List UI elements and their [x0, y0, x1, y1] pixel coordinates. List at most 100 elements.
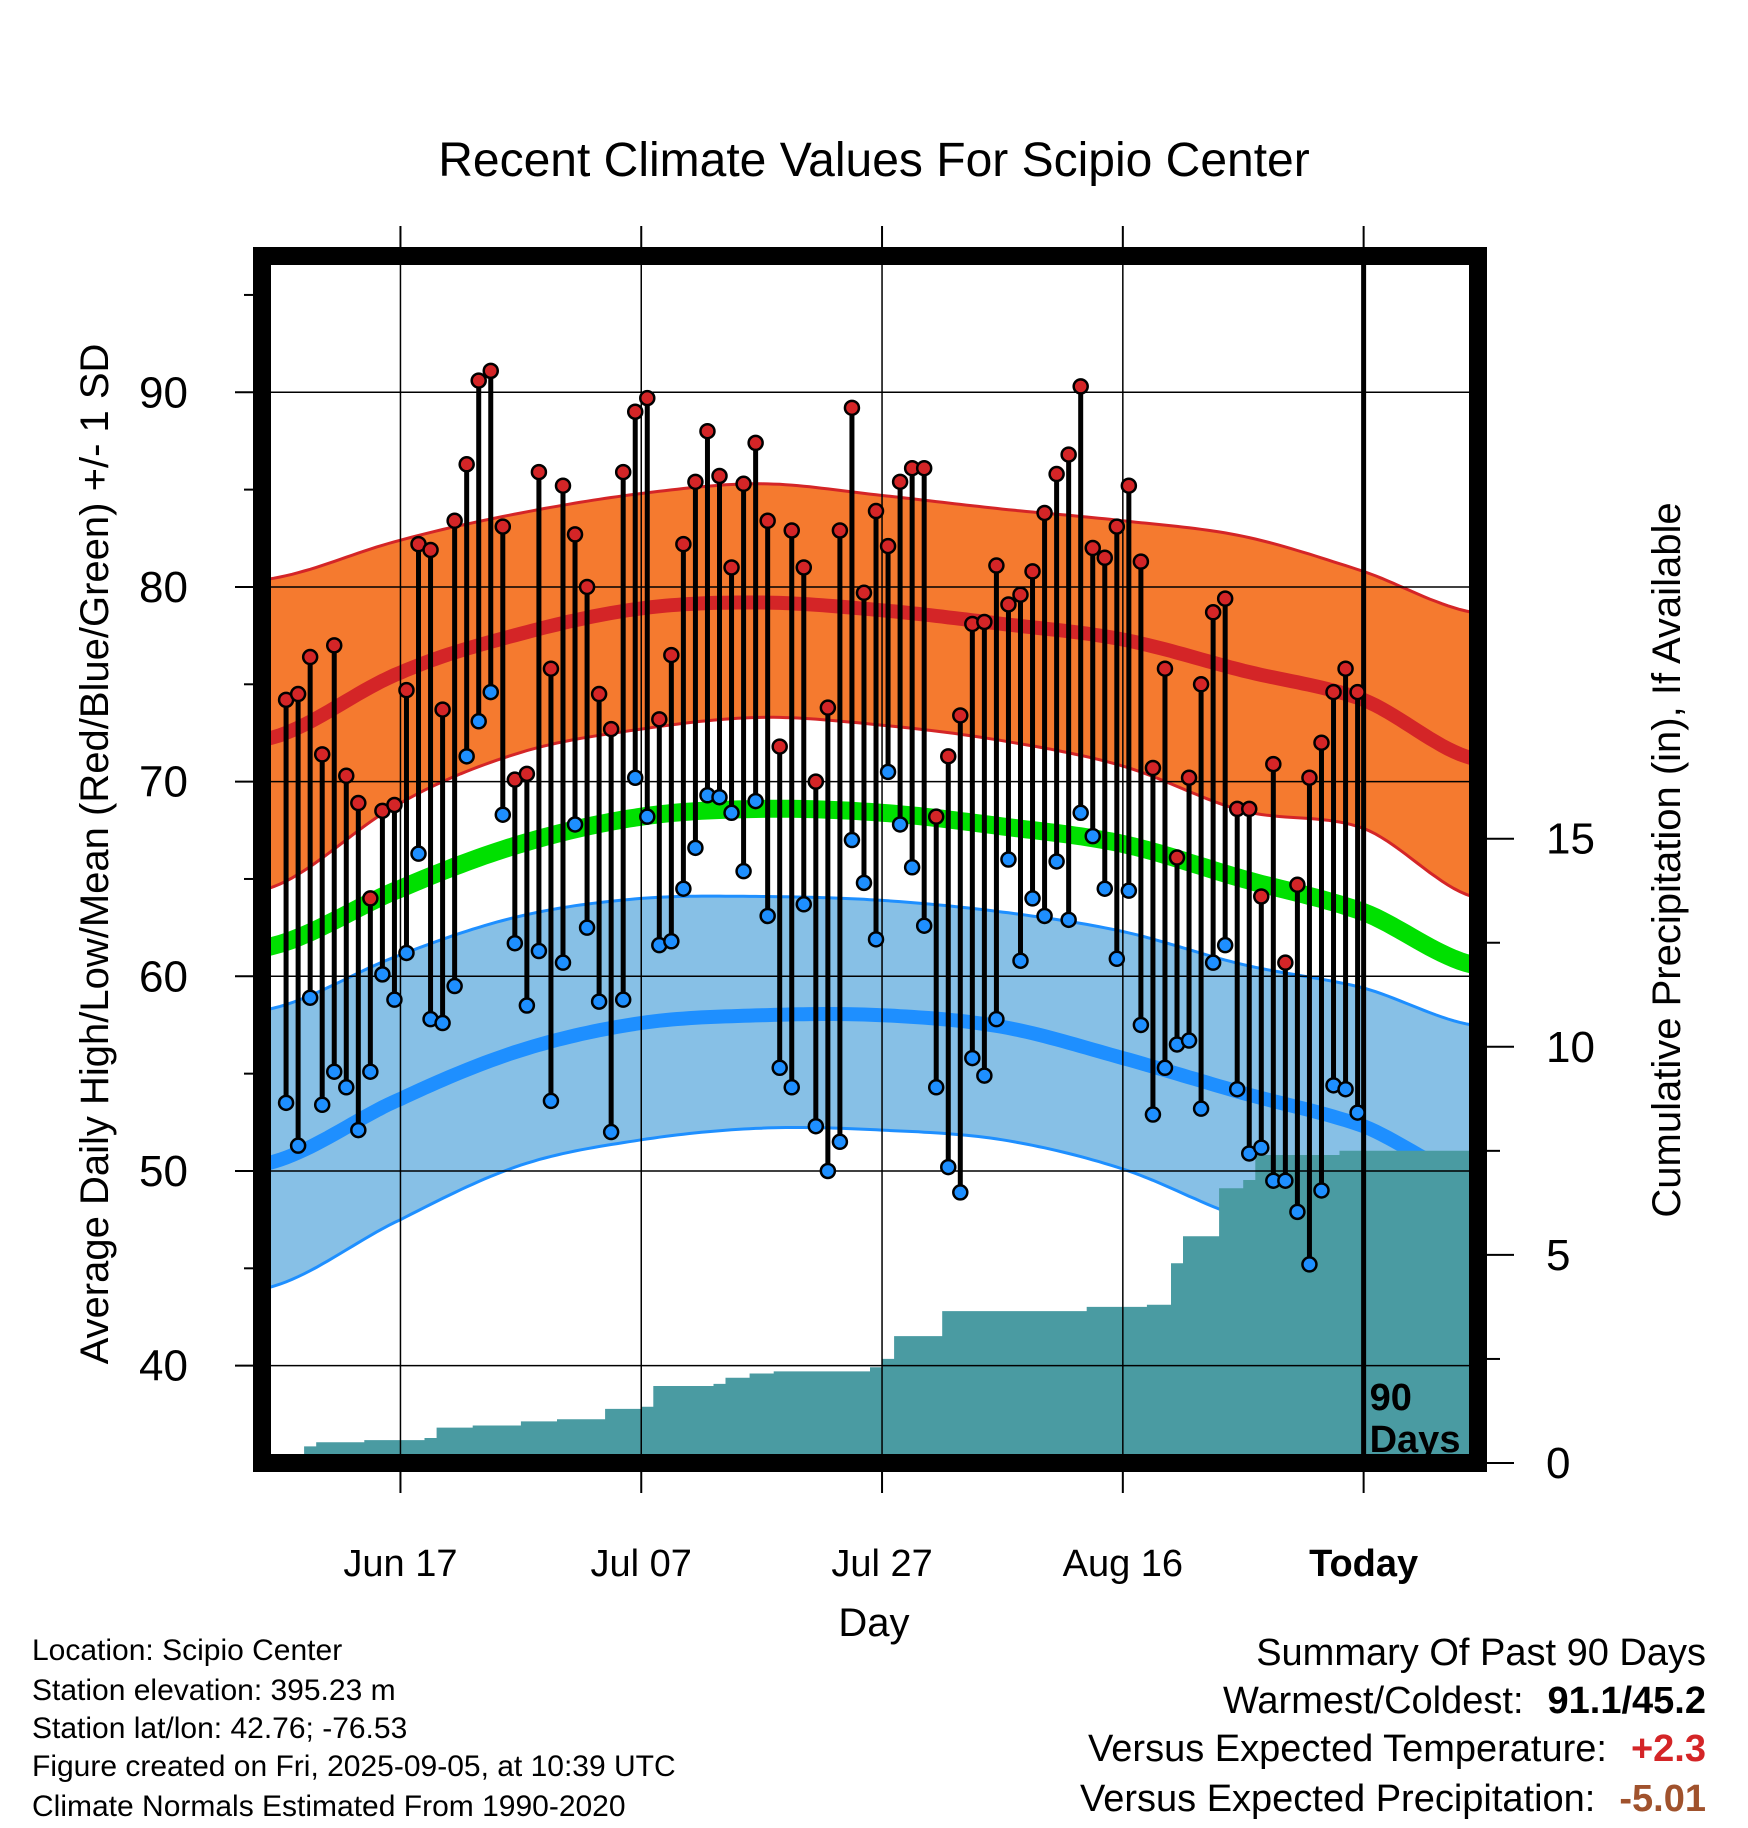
daily-high-point — [566, 526, 584, 543]
daily-low-point — [470, 713, 487, 730]
daily-high-point — [1048, 465, 1065, 483]
daily-low-point — [940, 1158, 957, 1176]
temp-anomaly-label: Versus Expected Temperature: — [1088, 1728, 1607, 1770]
daily-high-point — [651, 711, 668, 728]
daily-high-point — [1168, 849, 1186, 866]
daily-high-point — [879, 537, 897, 555]
daily-high-point — [723, 559, 740, 576]
daily-low-point — [795, 896, 813, 913]
daily-low-point — [843, 831, 861, 849]
x-tick-label: Jul 27 — [831, 1543, 932, 1585]
daily-high-point — [1096, 549, 1114, 566]
daily-high-point — [626, 403, 644, 420]
daily-low-point — [1096, 880, 1114, 897]
daily-high-point — [1108, 518, 1126, 535]
daily-high-point — [867, 502, 885, 520]
daily-low-point — [446, 977, 463, 995]
daily-low-point — [903, 859, 921, 876]
daily-high-point — [927, 808, 945, 825]
daily-high-point — [289, 685, 307, 703]
daily-high-point — [1144, 759, 1162, 777]
daily-high-point — [1084, 539, 1101, 557]
daily-low-point — [819, 1162, 837, 1180]
daily-low-point — [1301, 1256, 1318, 1273]
y-tick-label: 60 — [139, 952, 188, 1001]
daily-low-point — [386, 991, 403, 1008]
daily-low-point — [952, 1184, 969, 1201]
daily-high-point — [1132, 553, 1150, 570]
daily-high-point — [1180, 769, 1198, 786]
daily-high-point — [783, 522, 800, 539]
daily-low-point — [1253, 1139, 1270, 1156]
daily-high-point — [301, 648, 319, 666]
daily-high-point — [602, 720, 620, 738]
daily-high-point — [1204, 604, 1222, 621]
daily-low-point — [1228, 1080, 1246, 1098]
y2-tick-label: 15 — [1546, 815, 1595, 864]
latlon-text: Station lat/lon: 42.76; -76.53 — [32, 1712, 408, 1745]
daily-low-point — [1313, 1182, 1330, 1199]
daily-high-point — [590, 685, 608, 703]
daily-low-point — [494, 806, 512, 823]
warm-cold-value: 91.1/45.2 — [1547, 1680, 1706, 1722]
daily-high-point — [1216, 590, 1234, 607]
daily-low-point — [915, 917, 933, 934]
elevation-text: Station elevation: 395.23 m — [32, 1674, 396, 1707]
daily-low-point — [1216, 936, 1234, 954]
daily-low-point — [687, 839, 704, 857]
daily-high-point — [1024, 563, 1041, 580]
daily-low-point — [855, 874, 873, 892]
daily-high-point — [518, 765, 536, 783]
daily-low-point — [518, 997, 536, 1014]
daily-high-point — [976, 613, 993, 631]
y2-axis-label: Cumulative Precipitation (in), If Availa… — [1645, 502, 1689, 1217]
daily-high-point — [940, 748, 957, 765]
daily-low-point — [602, 1123, 620, 1141]
daily-high-point — [1337, 660, 1354, 677]
daily-low-point — [1289, 1203, 1306, 1221]
daily-high-point — [1313, 734, 1330, 751]
chart-title: Recent Climate Values For Scipio Center — [438, 134, 1309, 187]
daily-low-point — [1012, 952, 1029, 969]
daily-low-point — [735, 862, 752, 880]
daily-low-point — [338, 1079, 355, 1096]
daily-high-point — [663, 646, 680, 664]
daily-low-point — [1048, 853, 1065, 870]
daily-low-point — [1204, 954, 1222, 971]
daily-high-point — [747, 434, 764, 452]
daily-high-point — [554, 477, 572, 494]
daily-high-point — [313, 746, 331, 763]
daily-high-point — [482, 362, 500, 380]
created-text: Figure created on Fri, 2025-09-05, at 10… — [32, 1750, 676, 1783]
daily-high-point — [1120, 477, 1138, 494]
daily-low-point — [891, 816, 909, 833]
daily-low-point — [506, 934, 524, 952]
daily-high-point — [675, 535, 692, 553]
daily-low-point — [639, 808, 656, 825]
daily-high-point — [458, 456, 475, 473]
daily-high-point — [831, 522, 849, 539]
x-tick-label: Jul 07 — [591, 1543, 692, 1585]
daily-high-point — [614, 463, 632, 481]
y2-tick-label: 10 — [1546, 1023, 1595, 1072]
daily-high-point — [1060, 446, 1077, 463]
daily-high-point — [1192, 676, 1210, 693]
daily-high-point — [915, 459, 933, 477]
summary-warm-cold: Warmest/Coldest: 91.1/45.2 — [1223, 1682, 1706, 1720]
daily-high-point — [1036, 504, 1053, 522]
daily-low-point — [1144, 1106, 1162, 1123]
x-tick-label: Jun 17 — [343, 1543, 457, 1585]
daily-high-point — [699, 422, 716, 440]
high-normal-band — [268, 483, 1472, 897]
daily-high-point — [1253, 888, 1270, 905]
daily-high-point — [446, 512, 463, 530]
daily-high-point — [771, 738, 788, 755]
daily-high-point — [1301, 769, 1318, 786]
daily-high-point — [1289, 876, 1306, 894]
x-tick-label: Today — [1309, 1543, 1418, 1585]
daily-high-point — [1072, 378, 1089, 395]
daily-high-point — [855, 584, 873, 602]
daily-high-point — [1000, 596, 1017, 613]
